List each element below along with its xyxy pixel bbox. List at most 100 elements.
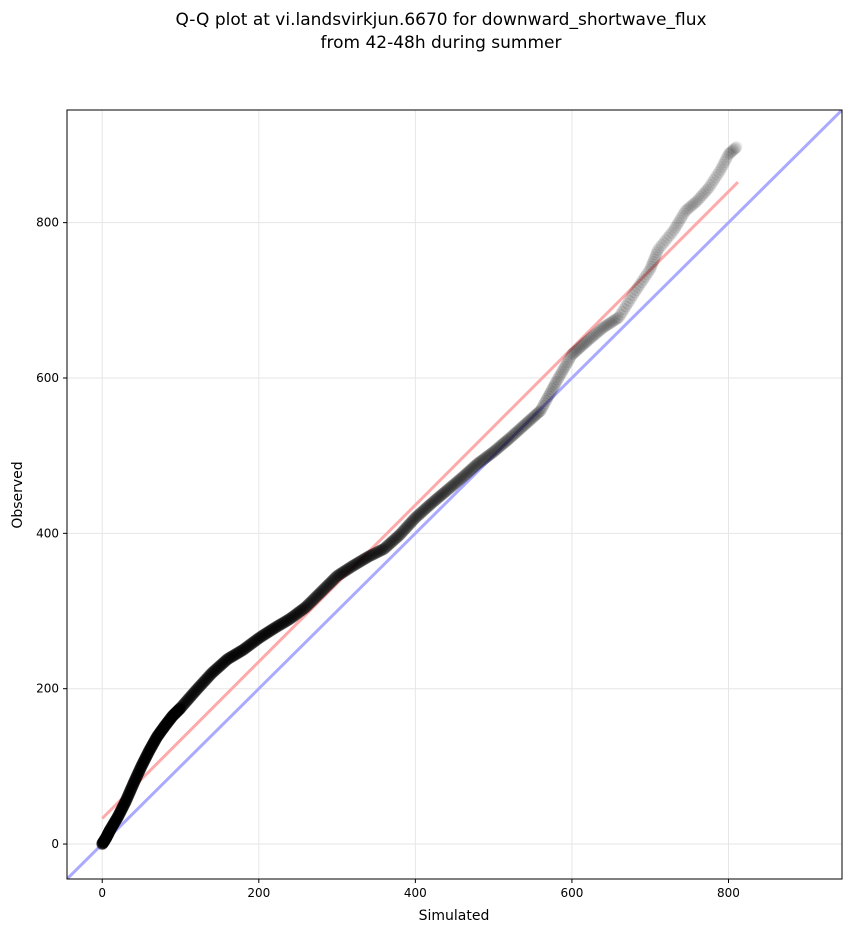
qq-point <box>145 740 158 753</box>
qq-point <box>239 642 252 655</box>
qq-point <box>257 629 270 642</box>
qq-point <box>672 217 685 230</box>
qq-point <box>438 486 451 499</box>
qq-point <box>150 732 163 745</box>
qq-point <box>122 789 135 802</box>
qq-point <box>567 347 580 360</box>
qq-point <box>159 719 172 732</box>
qq-point <box>227 649 240 662</box>
qq-point <box>430 493 443 506</box>
qq-point <box>360 551 373 564</box>
qq-point <box>653 241 666 254</box>
qq-point <box>108 815 121 828</box>
qq-point <box>99 832 112 845</box>
qq-point <box>309 591 322 604</box>
qq-point <box>243 639 256 652</box>
qq-point <box>259 627 272 640</box>
qq-point <box>285 611 298 624</box>
qq-point <box>104 822 117 835</box>
qq-point <box>496 438 509 451</box>
qq-point <box>148 735 161 748</box>
qq-point <box>277 616 290 629</box>
qq-point <box>152 729 165 742</box>
qq-point <box>380 540 393 553</box>
x-tick-label: 200 <box>247 886 270 900</box>
qq-point <box>411 509 424 522</box>
qq-point <box>247 636 260 649</box>
qq-point <box>712 166 725 179</box>
qq-point <box>289 608 302 621</box>
qq-point <box>242 639 255 652</box>
qq-point <box>150 732 163 745</box>
qq-point <box>178 698 191 711</box>
qq-point <box>168 708 181 721</box>
qq-point <box>113 806 126 819</box>
qq-point <box>226 649 239 662</box>
qq-point <box>97 836 110 849</box>
qq-point <box>293 605 306 618</box>
qq-point <box>131 769 144 782</box>
qq-point <box>250 633 263 646</box>
qq-point <box>300 600 313 613</box>
qq-point <box>488 444 501 457</box>
qq-point <box>632 281 645 294</box>
qq-point <box>560 358 573 371</box>
y-axis-ticks: 0 200 400 600 800 <box>36 216 67 851</box>
qq-point <box>722 148 735 161</box>
qq-point <box>292 606 305 619</box>
fit-line <box>101 181 739 820</box>
qq-point <box>122 789 135 802</box>
qq-point <box>248 635 261 648</box>
qq-point <box>244 638 257 651</box>
qq-point <box>729 142 742 155</box>
qq-point <box>217 656 230 669</box>
qq-point <box>390 531 403 544</box>
qq-point <box>428 495 441 508</box>
qq-point <box>628 286 641 299</box>
qq-point <box>206 666 219 679</box>
qq-point <box>135 761 148 774</box>
qq-point <box>165 711 178 724</box>
qq-point <box>409 511 422 524</box>
qq-point <box>164 713 177 726</box>
qq-point <box>121 790 134 803</box>
x-tick-label: 0 <box>98 886 106 900</box>
qq-point <box>673 214 686 227</box>
qq-point <box>136 759 149 772</box>
qq-point <box>137 755 150 768</box>
qq-point <box>448 478 461 491</box>
qq-point <box>413 508 426 521</box>
qq-point <box>275 618 288 631</box>
qq-point <box>133 764 146 777</box>
qq-point <box>388 533 401 546</box>
qq-point <box>538 397 551 410</box>
qq-point <box>410 510 423 523</box>
qq-point <box>444 481 457 494</box>
qq-point <box>119 796 132 809</box>
qq-point <box>362 550 375 563</box>
qq-point <box>258 628 271 641</box>
qq-point <box>106 820 119 833</box>
qq-point <box>114 805 127 818</box>
qq-point <box>146 738 159 751</box>
x-axis-label: Simulated <box>419 908 490 924</box>
qq-point <box>401 520 414 533</box>
qq-point <box>435 489 448 502</box>
qq-point <box>170 706 183 719</box>
qq-point <box>152 728 165 741</box>
qq-point <box>221 653 234 666</box>
qq-point <box>318 582 331 595</box>
qq-point <box>102 827 115 840</box>
qq-point <box>118 798 131 811</box>
qq-point <box>124 783 137 796</box>
qq-point <box>437 487 450 500</box>
qq-point <box>418 503 431 516</box>
qq-point <box>499 435 512 448</box>
qq-point <box>525 412 538 425</box>
qq-point <box>140 749 153 762</box>
qq-point <box>730 141 743 154</box>
qq-point <box>106 820 119 833</box>
qq-point <box>603 317 616 330</box>
qq-point <box>342 562 355 575</box>
qq-point <box>275 617 288 630</box>
